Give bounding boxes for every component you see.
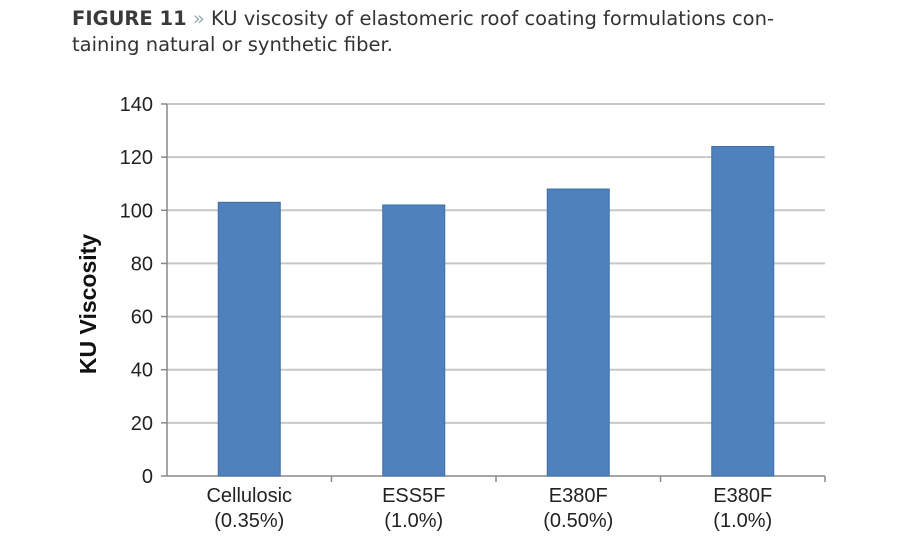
y-tick-label: 120 [120,147,153,169]
bar [546,188,610,477]
caption-text: KU viscosity of elastomeric roof coating… [72,7,774,56]
x-tick-label: (1.0%) [384,510,443,532]
figure-number: FIGURE 11 [72,7,187,30]
figure-caption: FIGURE 11 » KU viscosity of elastomeric … [72,6,832,58]
y-tick-label: 0 [142,466,153,488]
y-tick-label: 20 [131,413,153,435]
y-tick-label: 60 [131,307,153,329]
y-tick-label: 40 [131,360,153,382]
caption-separator: » [192,7,205,30]
x-tick-label: E380F [713,485,772,507]
x-tick-label: E380F [549,485,608,507]
y-axis-label: KU Viscosity [75,234,101,374]
bar [711,146,775,477]
x-tick-label: Cellulosic [206,485,292,507]
x-tick-label: (1.0%) [713,510,772,532]
x-tick-label: ESS5F [382,485,445,507]
x-tick-label: (0.35%) [214,510,284,532]
x-tick-label: (0.50%) [543,510,613,532]
y-tick-label: 140 [120,94,153,116]
y-tick-label: 100 [120,200,153,222]
bar [217,201,281,477]
bar [382,204,446,477]
y-tick-label: 80 [131,253,153,275]
